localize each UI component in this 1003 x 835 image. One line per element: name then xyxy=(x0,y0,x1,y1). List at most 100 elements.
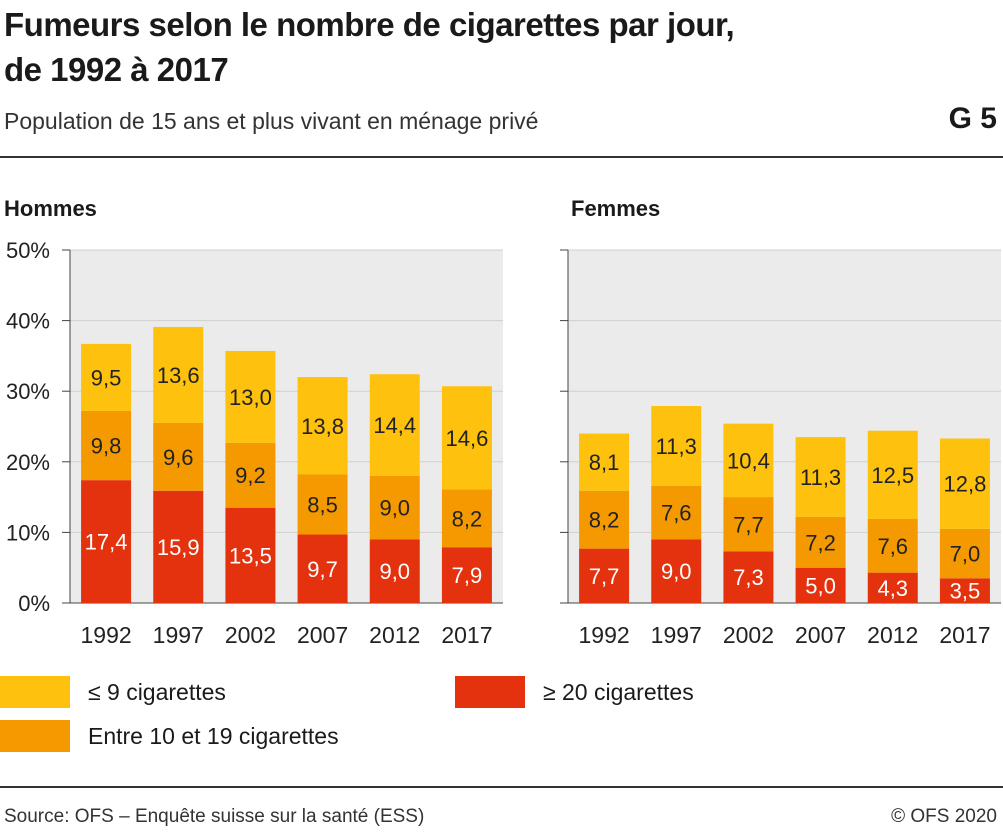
data-label-ge20: 9,0 xyxy=(379,559,410,584)
data-label-10to19: 7,7 xyxy=(733,512,764,537)
x-tick-label: 2012 xyxy=(369,622,420,648)
x-tick-label: 1992 xyxy=(80,622,131,648)
data-label-ge20: 7,7 xyxy=(589,564,620,589)
bar-segment-le9 xyxy=(723,423,774,498)
y-tick-label: 40% xyxy=(6,309,50,334)
data-label-ge20: 9,0 xyxy=(661,559,692,584)
bar-segment-ge20 xyxy=(297,534,348,603)
bar-segment-le9 xyxy=(579,433,630,491)
data-label-le9: 11,3 xyxy=(800,465,841,490)
data-label-10to19: 7,6 xyxy=(877,534,908,559)
y-tick-label: 10% xyxy=(6,520,50,545)
bar-segment-10to19 xyxy=(297,474,348,535)
data-label-ge20: 5,0 xyxy=(805,573,836,598)
legend-swatch-10to19 xyxy=(0,720,70,752)
source-note: Source: OFS – Enquête suisse sur la sant… xyxy=(4,806,425,827)
bar-segment-ge20 xyxy=(867,572,918,603)
bar-segment-ge20 xyxy=(723,551,774,603)
data-label-10to19: 7,6 xyxy=(661,501,692,526)
bar-segment-10to19 xyxy=(867,518,918,573)
data-label-le9: 12,5 xyxy=(871,463,914,488)
bar-segment-ge20 xyxy=(579,548,630,603)
data-label-10to19: 9,0 xyxy=(379,496,410,521)
bar-segment-ge20 xyxy=(369,539,420,603)
legend-item-ge20: ≥ 20 cigarettes xyxy=(455,676,694,708)
y-tick-label: 30% xyxy=(6,379,50,404)
bar-segment-ge20 xyxy=(81,480,132,603)
x-tick-label: 2017 xyxy=(939,622,990,648)
bar-segment-le9 xyxy=(297,377,348,475)
legend-swatch-ge20 xyxy=(455,676,525,708)
data-label-le9: 10,4 xyxy=(727,448,770,473)
x-tick-label: 2007 xyxy=(297,622,348,648)
legend-swatch-le9 xyxy=(0,676,70,708)
top-divider xyxy=(0,156,1003,158)
panel-title-femmes: Femmes xyxy=(571,196,661,221)
bar-segment-10to19 xyxy=(441,489,492,548)
data-label-le9: 13,0 xyxy=(229,385,272,410)
data-label-le9: 14,6 xyxy=(446,426,489,451)
panel-title-hommes: Hommes xyxy=(4,196,97,221)
data-label-ge20: 15,9 xyxy=(157,535,200,560)
data-label-ge20: 9,7 xyxy=(307,557,338,582)
bar-segment-le9 xyxy=(795,437,846,517)
data-label-10to19: 8,2 xyxy=(589,508,620,533)
data-label-le9: 8,1 xyxy=(589,450,620,475)
legend-item-10to19: Entre 10 et 19 cigarettes xyxy=(0,720,339,752)
bar-segment-le9 xyxy=(651,406,702,486)
bar-segment-ge20 xyxy=(939,578,990,603)
legend-label-le9: ≤ 9 cigarettes xyxy=(88,678,226,705)
copyright-note: © OFS 2020 xyxy=(891,806,997,827)
x-tick-label: 2002 xyxy=(225,622,276,648)
bar-segment-ge20 xyxy=(795,567,846,603)
data-label-10to19: 8,5 xyxy=(307,493,338,518)
data-label-10to19: 9,6 xyxy=(163,445,194,470)
data-label-ge20: 17,4 xyxy=(85,530,128,555)
bar-segment-10to19 xyxy=(723,497,774,552)
data-label-le9: 13,6 xyxy=(157,363,200,388)
bar-segment-10to19 xyxy=(651,485,702,540)
bar-segment-ge20 xyxy=(225,507,276,603)
bar-segment-le9 xyxy=(441,386,492,490)
x-tick-label: 1992 xyxy=(578,622,629,648)
bar-segment-10to19 xyxy=(369,475,420,540)
legend-item-le9: ≤ 9 cigarettes xyxy=(0,676,226,708)
bar-segment-le9 xyxy=(867,430,918,519)
legend-label-ge20: ≥ 20 cigarettes xyxy=(543,678,694,705)
data-label-le9: 11,3 xyxy=(656,434,697,459)
legend-label-10to19: Entre 10 et 19 cigarettes xyxy=(88,722,339,749)
bar-segment-10to19 xyxy=(579,490,630,549)
bar-segment-le9 xyxy=(939,438,990,529)
plot-background-femmes xyxy=(568,250,1001,603)
bottom-divider xyxy=(0,786,1003,788)
data-label-10to19: 9,2 xyxy=(235,463,266,488)
x-tick-label: 1997 xyxy=(153,622,204,648)
x-tick-label: 2007 xyxy=(795,622,846,648)
bar-segment-ge20 xyxy=(651,539,702,603)
data-label-10to19: 9,8 xyxy=(91,434,122,459)
data-label-le9: 12,8 xyxy=(944,472,987,497)
chart-title-line1: Fumeurs selon le nombre de cigarettes pa… xyxy=(4,6,735,43)
data-label-10to19: 7,0 xyxy=(950,542,981,567)
y-tick-label: 20% xyxy=(6,450,50,475)
data-label-le9: 9,5 xyxy=(91,365,122,390)
bar-segment-le9 xyxy=(81,343,132,411)
x-tick-label: 2002 xyxy=(723,622,774,648)
x-tick-label: 1997 xyxy=(651,622,702,648)
bar-segment-10to19 xyxy=(795,516,846,568)
x-tick-label: 2017 xyxy=(441,622,492,648)
plot-background-hommes xyxy=(70,250,503,603)
bar-segment-ge20 xyxy=(441,547,492,603)
graphic-code: G 5 xyxy=(948,102,997,135)
bar-segment-le9 xyxy=(225,350,276,443)
data-label-ge20: 4,3 xyxy=(877,576,908,601)
data-label-le9: 13,8 xyxy=(301,414,344,439)
data-label-10to19: 7,2 xyxy=(805,530,836,555)
bar-segment-10to19 xyxy=(225,442,276,508)
data-label-ge20: 13,5 xyxy=(229,543,272,568)
data-label-ge20: 7,3 xyxy=(733,565,764,590)
bar-segment-ge20 xyxy=(153,490,204,603)
bar-segment-le9 xyxy=(153,326,204,423)
bar-segment-10to19 xyxy=(939,528,990,579)
